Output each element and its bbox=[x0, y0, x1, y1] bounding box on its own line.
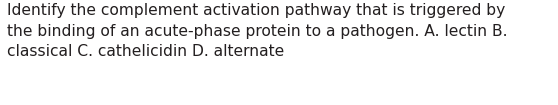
Text: Identify the complement activation pathway that is triggered by
the binding of a: Identify the complement activation pathw… bbox=[7, 3, 507, 59]
